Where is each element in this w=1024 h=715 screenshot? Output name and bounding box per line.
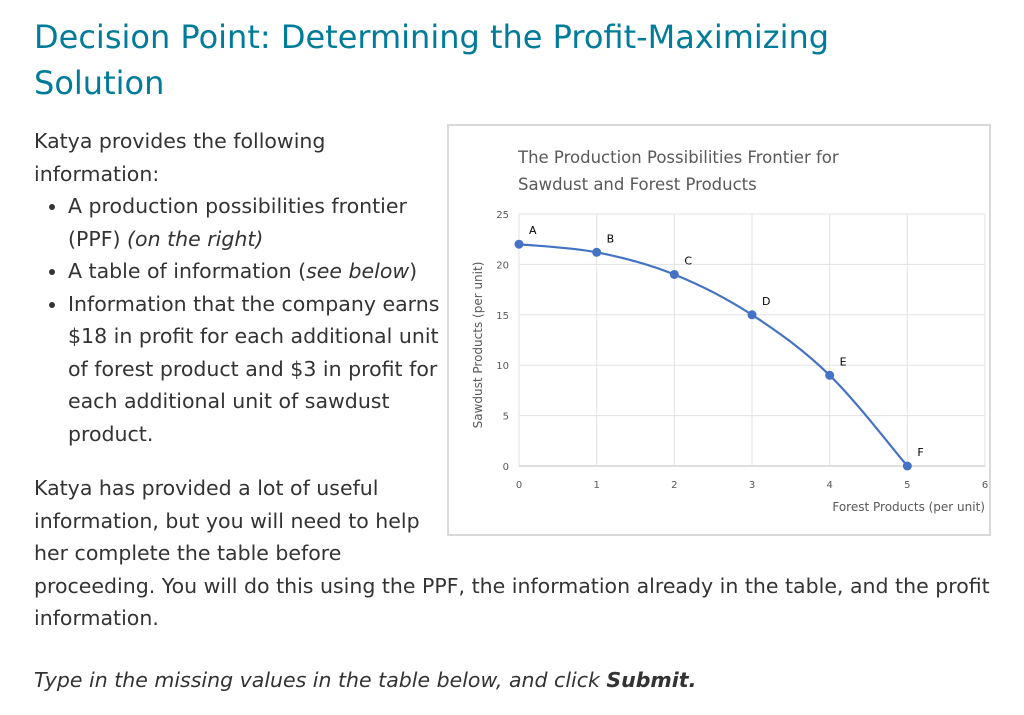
point-label-a: A bbox=[529, 224, 537, 237]
x-tick-label: 2 bbox=[671, 480, 677, 491]
bullet-table: A table of information (see below) bbox=[68, 255, 463, 288]
point-label-c: C bbox=[684, 254, 692, 267]
page-title: Decision Point: Determining the Profit-M… bbox=[34, 18, 830, 102]
x-tick-label: 5 bbox=[904, 480, 910, 491]
bullet-profit: Information that the company earns $18 i… bbox=[68, 288, 463, 451]
info-list: A production possibilities frontier (PPF… bbox=[34, 190, 463, 450]
y-tick-label: 5 bbox=[503, 412, 509, 423]
x-tick-label: 1 bbox=[593, 480, 599, 491]
ppf-chart: The Production Possibilities Frontier fo… bbox=[447, 124, 991, 536]
chart-title: Sawdust and Forest Products bbox=[518, 175, 757, 194]
y-tick-label: 10 bbox=[496, 361, 509, 372]
x-tick-label: 4 bbox=[826, 480, 832, 491]
y-tick-label: 15 bbox=[496, 311, 509, 322]
point-label-b: B bbox=[607, 232, 615, 245]
bullet-ppf: A production possibilities frontier (PPF… bbox=[68, 190, 463, 255]
data-point-b bbox=[592, 247, 602, 257]
point-label-e: E bbox=[840, 355, 847, 368]
ppf-curve bbox=[518, 243, 909, 467]
data-point-a bbox=[514, 239, 524, 249]
instruction-text: Type in the missing values in the table … bbox=[34, 668, 697, 692]
y-tick-label: 25 bbox=[496, 210, 509, 221]
x-tick-label: 3 bbox=[749, 480, 755, 491]
y-axis-label: Sawdust Products (per unit) bbox=[471, 262, 485, 429]
body-text: Katya has provided a lot of useful infor… bbox=[34, 476, 990, 630]
ppf-chart-svg: The Production Possibilities Frontier fo… bbox=[471, 148, 988, 514]
data-point-e bbox=[825, 370, 835, 380]
y-tick-label: 0 bbox=[503, 462, 509, 473]
y-tick-label: 20 bbox=[496, 260, 509, 271]
data-point-c bbox=[669, 269, 679, 279]
x-axis-label: Forest Products (per unit) bbox=[832, 500, 985, 514]
x-tick-label: 0 bbox=[516, 480, 522, 491]
x-tick-label: 6 bbox=[982, 480, 988, 491]
point-label-f: F bbox=[917, 446, 923, 459]
data-point-f bbox=[902, 461, 912, 471]
intro-text: Katya provides the following information… bbox=[34, 129, 326, 186]
data-point-d bbox=[747, 310, 757, 320]
point-label-d: D bbox=[762, 295, 770, 308]
chart-title: The Production Possibilities Frontier fo… bbox=[517, 148, 839, 167]
